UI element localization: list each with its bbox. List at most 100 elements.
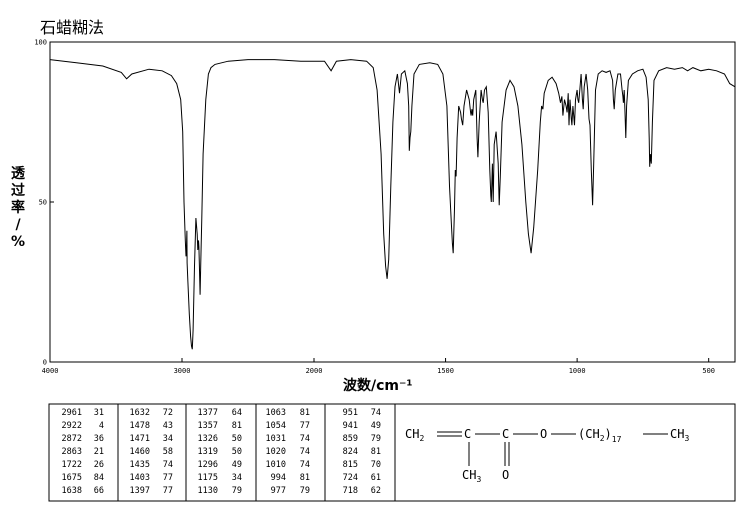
peak-transmittance: 49 (232, 460, 242, 470)
peak-transmittance: 62 (371, 486, 381, 496)
peak-wavenumber: 951 (343, 408, 358, 418)
peak-wavenumber: 1478 (130, 421, 150, 431)
y-axis-label-char: 透 (11, 166, 26, 182)
peak-wavenumber: 859 (343, 434, 358, 444)
peak-transmittance: 34 (232, 473, 242, 483)
peak-wavenumber: 1326 (198, 434, 218, 444)
peak-transmittance: 74 (300, 447, 310, 457)
peak-transmittance: 4 (99, 421, 104, 431)
peak-wavenumber: 2872 (62, 434, 82, 444)
x-tick-label: 1500 (437, 367, 454, 375)
peak-transmittance: 21 (94, 447, 104, 457)
peak-transmittance: 61 (371, 473, 381, 483)
x-tick-label: 3000 (174, 367, 191, 375)
peak-transmittance: 49 (371, 421, 381, 431)
peak-transmittance: 26 (94, 460, 104, 470)
y-axis-label: 透过率/% (11, 166, 26, 250)
peak-transmittance: 77 (300, 421, 310, 431)
peak-wavenumber: 1010 (266, 460, 286, 470)
peak-transmittance: 84 (94, 473, 104, 483)
peak-wavenumber: 1403 (130, 473, 150, 483)
x-tick-label: 1000 (569, 367, 586, 375)
peak-wavenumber: 1377 (198, 408, 218, 418)
peak-wavenumber: 815 (343, 460, 358, 470)
peak-transmittance: 74 (163, 460, 173, 470)
peak-wavenumber: 2863 (62, 447, 82, 457)
peak-wavenumber: 1460 (130, 447, 150, 457)
formula-ch3-end: CH3 (670, 427, 689, 443)
y-axis-ticks: 0 50 100 (34, 39, 54, 367)
peak-wavenumber: 1054 (266, 421, 286, 431)
peak-transmittance: 81 (371, 447, 381, 457)
formula-c1: C (464, 427, 471, 441)
peak-wavenumber: 1471 (130, 434, 150, 444)
peak-wavenumber: 1063 (266, 408, 286, 418)
peak-wavenumber: 2961 (62, 408, 82, 418)
peak-transmittance: 79 (371, 434, 381, 444)
peak-wavenumber: 824 (343, 447, 358, 457)
formula-o-carbonyl: O (502, 468, 509, 482)
x-tick-label: 500 (702, 367, 715, 375)
peak-wavenumber: 941 (343, 421, 358, 431)
peak-wavenumber: 1031 (266, 434, 286, 444)
plot-frame (49, 41, 736, 363)
peak-wavenumber: 1675 (62, 473, 82, 483)
formula-chain: (CH2)17 (578, 427, 622, 444)
peak-table-frame (48, 403, 736, 502)
peak-transmittance: 72 (163, 408, 173, 418)
structure-formula: CH2 C C O (CH2)17 CH3 CH3 O (405, 427, 689, 484)
y-tick-label: 50 (39, 199, 47, 207)
peak-transmittance: 74 (371, 408, 381, 418)
peak-wavenumber: 1296 (198, 460, 218, 470)
peak-wavenumber: 724 (343, 473, 358, 483)
peak-wavenumber: 1632 (130, 408, 150, 418)
x-axis-label: 波数/cm⁻¹ (343, 377, 413, 394)
y-axis-label-char: 过 (11, 182, 25, 199)
peak-table: 2961 31 2922 4 2872 36 2863 21 1722 26 1675 84 1638 6… (48, 403, 736, 502)
peak-wavenumber: 1357 (198, 421, 218, 431)
peak-transmittance: 77 (163, 473, 173, 483)
peak-wavenumber: 1435 (130, 460, 150, 470)
peak-transmittance: 77 (163, 486, 173, 496)
peak-wavenumber: 1638 (62, 486, 82, 496)
peak-transmittance: 81 (232, 421, 242, 431)
peak-transmittance: 64 (232, 408, 242, 418)
y-axis-label-char: 率 (11, 199, 25, 216)
formula-ch2: CH2 (405, 427, 424, 443)
y-axis-label-char: / (15, 217, 21, 233)
x-tick-label: 4000 (42, 367, 59, 375)
x-tick-label: 2000 (306, 367, 323, 375)
spectrum-line (49, 59, 736, 350)
peak-transmittance: 81 (300, 408, 310, 418)
peak-transmittance: 31 (94, 408, 104, 418)
peak-wavenumber: 994 (271, 473, 286, 483)
peak-transmittance: 81 (300, 473, 310, 483)
peak-wavenumber: 1397 (130, 486, 150, 496)
peak-wavenumber: 1319 (198, 447, 218, 457)
peak-wavenumber: 2922 (62, 421, 82, 431)
peak-wavenumber: 1722 (62, 460, 82, 470)
peak-transmittance: 50 (232, 434, 242, 444)
peak-transmittance: 70 (371, 460, 381, 470)
chart-title: 石蜡糊法 (40, 18, 104, 37)
peak-transmittance: 79 (232, 486, 242, 496)
peak-wavenumber: 977 (271, 486, 286, 496)
peak-transmittance: 79 (300, 486, 310, 496)
peak-wavenumber: 1130 (198, 486, 218, 496)
x-axis-ticks: 4000 3000 2000 1500 1000 500 (42, 358, 715, 375)
peak-transmittance: 50 (232, 447, 242, 457)
peak-wavenumber: 1175 (198, 473, 218, 483)
peak-transmittance: 34 (163, 434, 173, 444)
peak-transmittance: 43 (163, 421, 173, 431)
peak-transmittance: 36 (94, 434, 104, 444)
formula-ch3-sub: CH3 (462, 468, 481, 484)
peak-transmittance: 74 (300, 460, 310, 470)
peak-wavenumber: 1020 (266, 447, 286, 457)
formula-o-ester: O (540, 427, 547, 441)
formula-c2: C (502, 427, 509, 441)
y-axis-label-char: % (11, 234, 25, 250)
peak-transmittance: 66 (94, 486, 104, 496)
peak-transmittance: 58 (163, 447, 173, 457)
peak-transmittance: 74 (300, 434, 310, 444)
